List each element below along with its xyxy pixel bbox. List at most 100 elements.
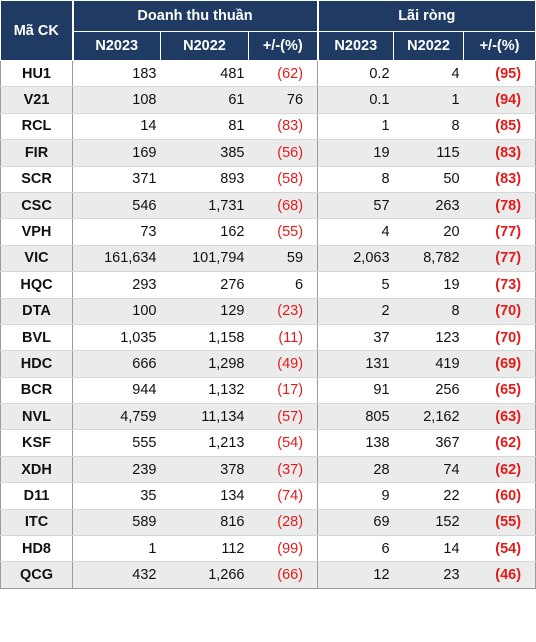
ticker-cell: DTA — [0, 298, 73, 325]
revenue-2022-cell: 1,266 — [160, 561, 249, 589]
table-row: DTA 100 129 (23) 2 8 (70) — [0, 298, 536, 325]
revenue-group-header: Doanh thu thuần — [71, 0, 319, 32]
revenue-2022-cell: 1,731 — [160, 192, 249, 220]
net-profit-2022-cell: 2,162 — [393, 403, 464, 431]
net-profit-change-cell: (85) — [463, 113, 536, 141]
net-profit-change-cell: (94) — [463, 86, 536, 114]
net-profit-2023-cell: 57 — [317, 192, 394, 220]
revenue-change-cell: (99) — [248, 535, 318, 563]
ticker-cell: HU1 — [0, 60, 73, 88]
revenue-change-cell: (83) — [248, 113, 318, 141]
revenue-2023-cell: 555 — [72, 429, 161, 457]
net-profit-change-cell: (60) — [463, 482, 536, 510]
revenue-change-cell: (57) — [248, 403, 318, 431]
net-profit-2023-header: N2023 — [316, 31, 395, 61]
net-profit-change-cell: (78) — [463, 192, 536, 220]
net-profit-2022-cell: 50 — [393, 166, 464, 193]
ticker-cell: NVL — [0, 403, 73, 431]
net-profit-2022-cell: 367 — [393, 429, 464, 457]
revenue-2022-cell: 129 — [160, 298, 249, 325]
ticker-cell: QCG — [0, 561, 73, 589]
revenue-2022-cell: 162 — [160, 218, 249, 246]
revenue-2023-cell: 183 — [72, 60, 161, 88]
net-profit-change-cell: (83) — [463, 139, 536, 167]
net-profit-2023-cell: 6 — [317, 535, 394, 563]
net-profit-change-cell: (69) — [463, 350, 536, 378]
net-profit-2022-header: N2022 — [393, 31, 465, 61]
table-row: KSF 555 1,213 (54) 138 367 (62) — [0, 429, 536, 457]
net-profit-change-cell: (62) — [463, 429, 536, 457]
revenue-2023-cell: 371 — [72, 166, 161, 193]
ticker-cell: D11 — [0, 482, 73, 510]
net-profit-2023-cell: 69 — [317, 509, 394, 537]
revenue-2022-cell: 378 — [160, 456, 249, 484]
net-profit-change-cell: (55) — [463, 509, 536, 537]
revenue-change-cell: (54) — [248, 429, 318, 457]
revenue-2022-cell: 385 — [160, 139, 249, 167]
ticker-column-header: Mã CK — [0, 0, 74, 61]
revenue-change-cell: (58) — [248, 166, 318, 193]
revenue-2023-cell: 239 — [72, 456, 161, 484]
table-row: QCG 432 1,266 (66) 12 23 (46) — [0, 561, 536, 589]
net-profit-change-cell: (70) — [463, 298, 536, 325]
revenue-2022-cell: 1,158 — [160, 324, 249, 352]
revenue-change-cell: (74) — [248, 482, 318, 510]
net-profit-2022-cell: 19 — [393, 271, 464, 299]
revenue-change-cell: 59 — [248, 245, 318, 273]
revenue-change-cell: (17) — [248, 377, 318, 405]
revenue-2022-header: N2022 — [160, 31, 249, 61]
revenue-2023-cell: 293 — [72, 271, 161, 299]
table-row: BVL 1,035 1,158 (11) 37 123 (70) — [0, 324, 536, 352]
net-profit-2023-cell: 2,063 — [317, 245, 394, 273]
revenue-2023-cell: 14 — [72, 113, 161, 141]
net-profit-2023-cell: 4 — [317, 218, 394, 246]
net-profit-change-cell: (70) — [463, 324, 536, 352]
revenue-2023-cell: 589 — [72, 509, 161, 537]
revenue-2022-cell: 81 — [160, 113, 249, 141]
net-profit-2023-cell: 37 — [317, 324, 394, 352]
ticker-cell: HD8 — [0, 535, 73, 563]
net-profit-2022-cell: 419 — [393, 350, 464, 378]
revenue-2023-cell: 432 — [72, 561, 161, 589]
ticker-cell: VIC — [0, 245, 73, 273]
net-profit-2023-cell: 12 — [317, 561, 394, 589]
table-row: HQC 293 276 6 5 19 (73) — [0, 271, 536, 299]
net-profit-2023-cell: 805 — [317, 403, 394, 431]
ticker-cell: HQC — [0, 271, 73, 299]
table-row: HDC 666 1,298 (49) 131 419 (69) — [0, 350, 536, 378]
net-profit-2023-cell: 131 — [317, 350, 394, 378]
revenue-2022-cell: 893 — [160, 166, 249, 193]
revenue-2022-cell: 11,134 — [160, 403, 249, 431]
net-profit-change-cell: (77) — [463, 218, 536, 246]
table-row: FIR 169 385 (56) 19 115 (83) — [0, 139, 536, 167]
net-profit-2022-cell: 8 — [393, 298, 464, 325]
revenue-2023-cell: 666 — [72, 350, 161, 378]
table-row: VPH 73 162 (55) 4 20 (77) — [0, 218, 536, 246]
net-profit-2023-cell: 1 — [317, 113, 394, 141]
net-profit-change-cell: (83) — [463, 166, 536, 193]
ticker-cell: FIR — [0, 139, 73, 167]
table-row: V21 108 61 76 0.1 1 (94) — [0, 86, 536, 114]
ticker-cell: HDC — [0, 350, 73, 378]
net-profit-2022-cell: 14 — [393, 535, 464, 563]
revenue-2023-cell: 944 — [72, 377, 161, 405]
net-profit-change-cell: (54) — [463, 535, 536, 563]
net-profit-2022-cell: 22 — [393, 482, 464, 510]
net-profit-2023-cell: 0.2 — [317, 60, 394, 88]
ticker-cell: V21 — [0, 86, 73, 114]
ticker-cell: VPH — [0, 218, 73, 246]
revenue-change-cell: (28) — [248, 509, 318, 537]
net-profit-2023-cell: 2 — [317, 298, 394, 325]
table-row: CSC 546 1,731 (68) 57 263 (78) — [0, 192, 536, 220]
revenue-2023-cell: 169 — [72, 139, 161, 167]
revenue-change-cell: 6 — [248, 271, 318, 299]
revenue-2023-cell: 546 — [72, 192, 161, 220]
table-row: HD8 1 112 (99) 6 14 (54) — [0, 535, 536, 563]
revenue-2022-cell: 61 — [160, 86, 249, 114]
net-profit-change-cell: (46) — [463, 561, 536, 589]
ticker-cell: ITC — [0, 509, 73, 537]
revenue-2023-header: N2023 — [72, 31, 161, 61]
revenue-change-cell: (37) — [248, 456, 318, 484]
revenue-change-cell: (23) — [248, 298, 318, 325]
table-row: D11 35 134 (74) 9 22 (60) — [0, 482, 536, 510]
